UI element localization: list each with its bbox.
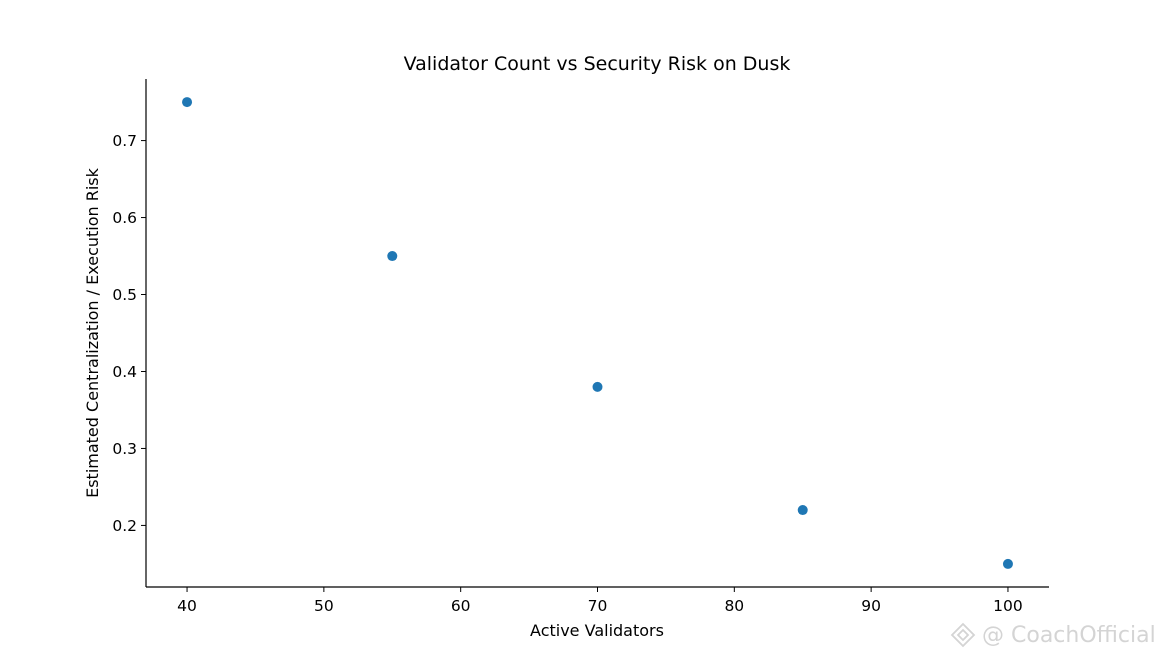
scatter-point	[797, 505, 808, 516]
y-tick-label: 0.4	[112, 363, 137, 381]
x-tick-label: 90	[861, 597, 881, 615]
x-tick-label: 60	[451, 597, 471, 615]
x-axis-ticks: 40 50 60 70 80 90 100	[177, 587, 1023, 615]
x-axis-label: Active Validators	[530, 621, 664, 640]
scatter-point	[387, 251, 398, 262]
y-axis-label: Estimated Centralization / Execution Ris…	[83, 167, 102, 498]
scatter-point	[182, 97, 193, 108]
chart-title: Validator Count vs Security Risk on Dusk	[404, 53, 791, 75]
watermark-text: @ CoachOfficial	[982, 622, 1156, 648]
binance-logo-icon	[950, 622, 976, 648]
y-tick-label: 0.2	[112, 517, 137, 535]
x-tick-label: 40	[177, 597, 197, 615]
watermark: @ CoachOfficial	[950, 620, 1156, 650]
x-tick-label: 70	[588, 597, 608, 615]
x-tick-label: 100	[993, 597, 1023, 615]
x-tick-label: 50	[314, 597, 334, 615]
y-tick-label: 0.6	[112, 209, 137, 227]
y-tick-label: 0.5	[112, 286, 137, 304]
x-tick-label: 80	[724, 597, 744, 615]
y-axis-ticks: 0.2 0.3 0.4 0.5 0.6 0.7	[112, 132, 146, 535]
data-points	[182, 97, 1013, 569]
y-tick-label: 0.7	[112, 132, 137, 150]
scatter-point	[1002, 558, 1013, 569]
scatter-point	[592, 381, 603, 392]
y-tick-label: 0.3	[112, 440, 137, 458]
